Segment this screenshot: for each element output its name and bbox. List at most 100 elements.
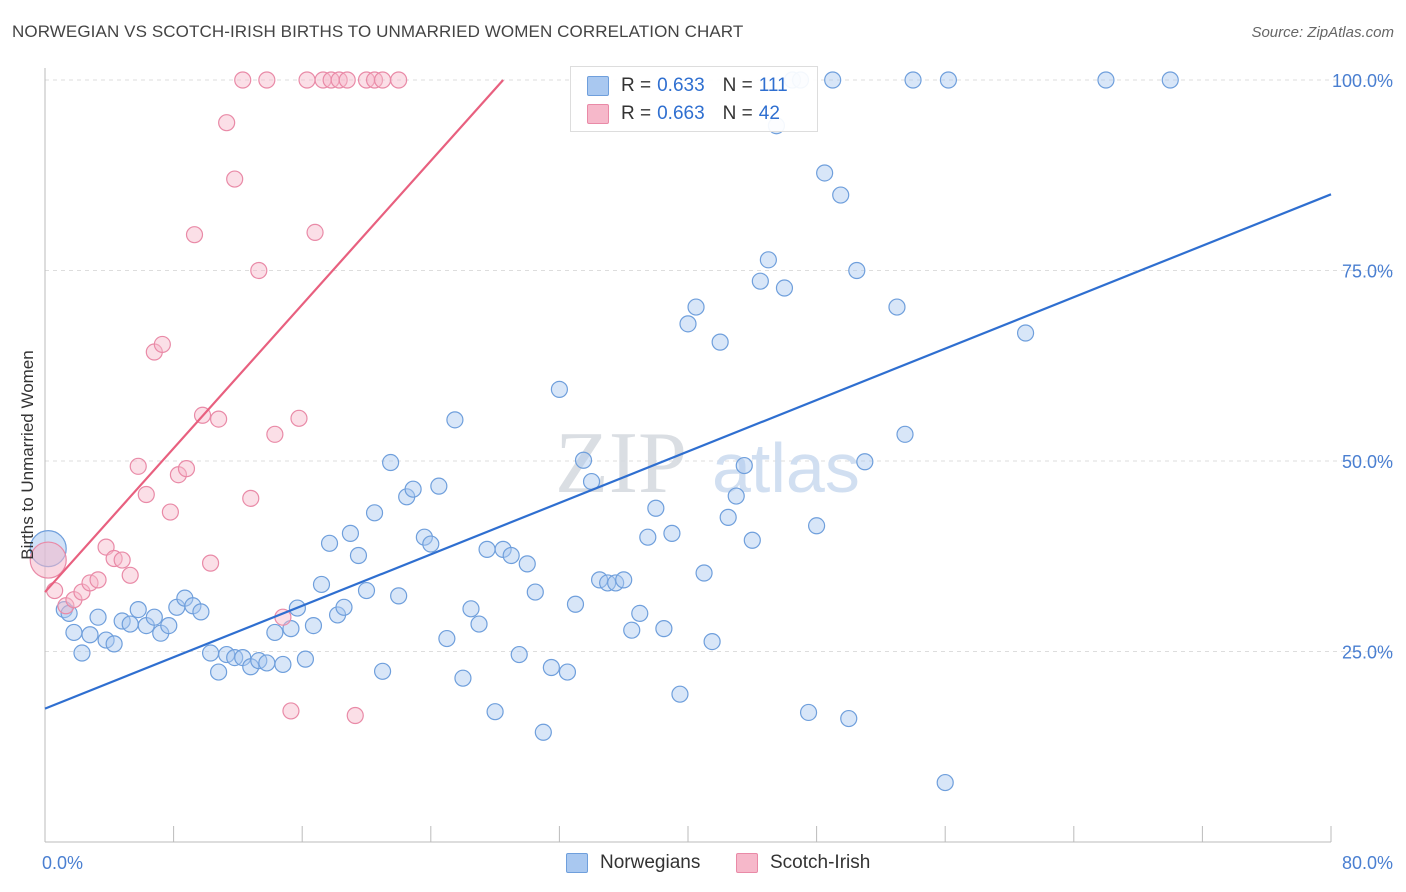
norwegians-point bbox=[832, 186, 850, 204]
norwegians-point bbox=[65, 623, 83, 642]
legend-r-value: 0.633 bbox=[657, 75, 705, 96]
scotch-irish-point bbox=[113, 551, 131, 569]
scotch-irish-point bbox=[218, 114, 236, 132]
norwegians-point bbox=[462, 600, 480, 618]
scotch-irish-point bbox=[201, 554, 220, 572]
grid-lines bbox=[45, 79, 1393, 652]
legend-swatch-norwegians bbox=[587, 76, 609, 96]
norwegians-point bbox=[89, 608, 107, 626]
norwegians-point bbox=[639, 528, 657, 546]
norwegians-point bbox=[258, 654, 276, 672]
norwegians-point bbox=[365, 504, 384, 522]
correlation-legend: R = 0.633 N = 111 R = 0.663 N = 42 bbox=[570, 66, 818, 132]
scotch-irish-point bbox=[266, 425, 284, 443]
legend-swatch-norwegians bbox=[566, 853, 588, 873]
norwegians-point bbox=[735, 456, 753, 475]
scotch-irish-point bbox=[46, 581, 64, 600]
norwegians-point bbox=[274, 655, 292, 674]
scotch-irish-point bbox=[226, 170, 244, 188]
norwegians-point bbox=[510, 645, 528, 664]
norwegians-point bbox=[81, 626, 99, 644]
norwegians-point bbox=[502, 546, 520, 565]
norwegians-point bbox=[518, 555, 536, 573]
norwegians-point bbox=[438, 629, 456, 648]
scotch-irish-point bbox=[346, 706, 364, 725]
norwegians-point bbox=[304, 616, 323, 635]
norwegians-point bbox=[160, 616, 178, 635]
scotch-irish-point bbox=[373, 71, 392, 89]
scotch-irish-point bbox=[129, 457, 147, 475]
norwegians-point bbox=[446, 411, 464, 429]
y-tick-label: 50.0% bbox=[1342, 452, 1393, 472]
norwegians-point bbox=[703, 632, 721, 651]
norwegians-point bbox=[751, 272, 769, 290]
norwegians-point bbox=[97, 631, 115, 649]
norwegians-point bbox=[775, 279, 794, 297]
norwegians-point bbox=[623, 621, 641, 639]
norwegians-point bbox=[312, 575, 331, 594]
legend-n-value: 42 bbox=[758, 103, 780, 124]
scotch-irish-point bbox=[153, 335, 171, 354]
y-tick-label: 100.0% bbox=[1332, 71, 1393, 91]
norwegians-point bbox=[848, 261, 866, 280]
norwegians-point bbox=[759, 251, 777, 269]
norwegians-point bbox=[341, 524, 360, 542]
x-tick-label: 0.0% bbox=[42, 853, 83, 873]
norwegians-point bbox=[542, 658, 560, 677]
norwegians-point bbox=[478, 540, 496, 558]
norwegians-point bbox=[816, 164, 834, 182]
norwegians-point bbox=[671, 685, 689, 703]
scotch-irish-point bbox=[185, 226, 204, 244]
norwegians-point bbox=[404, 480, 422, 498]
norwegians-point bbox=[73, 644, 91, 662]
norwegians-point bbox=[743, 531, 761, 549]
norwegians-point bbox=[896, 425, 914, 443]
norwegians-point bbox=[145, 608, 163, 626]
tick-labels: 25.0% 50.0% 75.0% 100.0% 0.0% 80.0% bbox=[42, 71, 1393, 873]
scotch-irish-point bbox=[121, 566, 139, 584]
series-scotch-irish bbox=[29, 71, 408, 725]
norwegians-point bbox=[615, 571, 633, 589]
scotch-irish-point bbox=[306, 223, 324, 241]
norwegians-point bbox=[904, 71, 922, 89]
norwegians-point bbox=[129, 600, 147, 619]
norwegians-point bbox=[574, 451, 593, 469]
y-tick-label: 25.0% bbox=[1342, 643, 1393, 663]
norwegians-point bbox=[357, 581, 376, 600]
norwegians-point bbox=[373, 662, 392, 680]
norwegians-point bbox=[687, 298, 705, 316]
scotch-irish-point bbox=[161, 503, 179, 521]
norwegians-point bbox=[719, 508, 737, 526]
norwegians-point bbox=[422, 535, 440, 553]
legend-label-scotch-irish: Scotch-Irish bbox=[770, 852, 871, 873]
norwegians-point bbox=[415, 528, 433, 546]
norwegians-point bbox=[888, 298, 906, 316]
norwegians-point bbox=[470, 615, 488, 633]
norwegians-point bbox=[550, 380, 569, 398]
y-axis-label: Births to Unmarried Women bbox=[18, 350, 37, 559]
norwegians-point bbox=[711, 333, 729, 351]
legend-row-norwegians: R = 0.633 N = 111 bbox=[587, 74, 788, 98]
legend-swatch-scotch-irish bbox=[587, 104, 609, 124]
norwegians-point bbox=[349, 546, 368, 565]
legend-item-norwegians[interactable]: Norwegians bbox=[566, 852, 700, 874]
scotch-irish-point bbox=[298, 71, 316, 89]
norwegians-point bbox=[799, 703, 818, 722]
legend-item-scotch-irish[interactable]: Scotch-Irish bbox=[736, 852, 870, 874]
norwegians-point bbox=[679, 315, 697, 333]
legend-swatch-scotch-irish bbox=[736, 853, 758, 873]
norwegians-point bbox=[1016, 324, 1035, 342]
x-tick-label: 80.0% bbox=[1342, 853, 1393, 873]
legend-r-value: 0.663 bbox=[657, 103, 705, 124]
scotch-irish-point bbox=[137, 485, 155, 504]
legend-r-label: R = bbox=[621, 103, 652, 124]
trend-line-scotch-irish bbox=[44, 79, 504, 593]
norwegians-point bbox=[382, 453, 400, 472]
norwegians-point bbox=[1161, 71, 1179, 89]
y-tick-label: 75.0% bbox=[1342, 262, 1393, 282]
norwegians-point bbox=[840, 709, 858, 728]
legend-n-label: N = bbox=[722, 75, 753, 96]
scotch-irish-point bbox=[210, 410, 228, 428]
norwegians-point bbox=[320, 534, 339, 552]
norwegians-point bbox=[296, 650, 315, 668]
